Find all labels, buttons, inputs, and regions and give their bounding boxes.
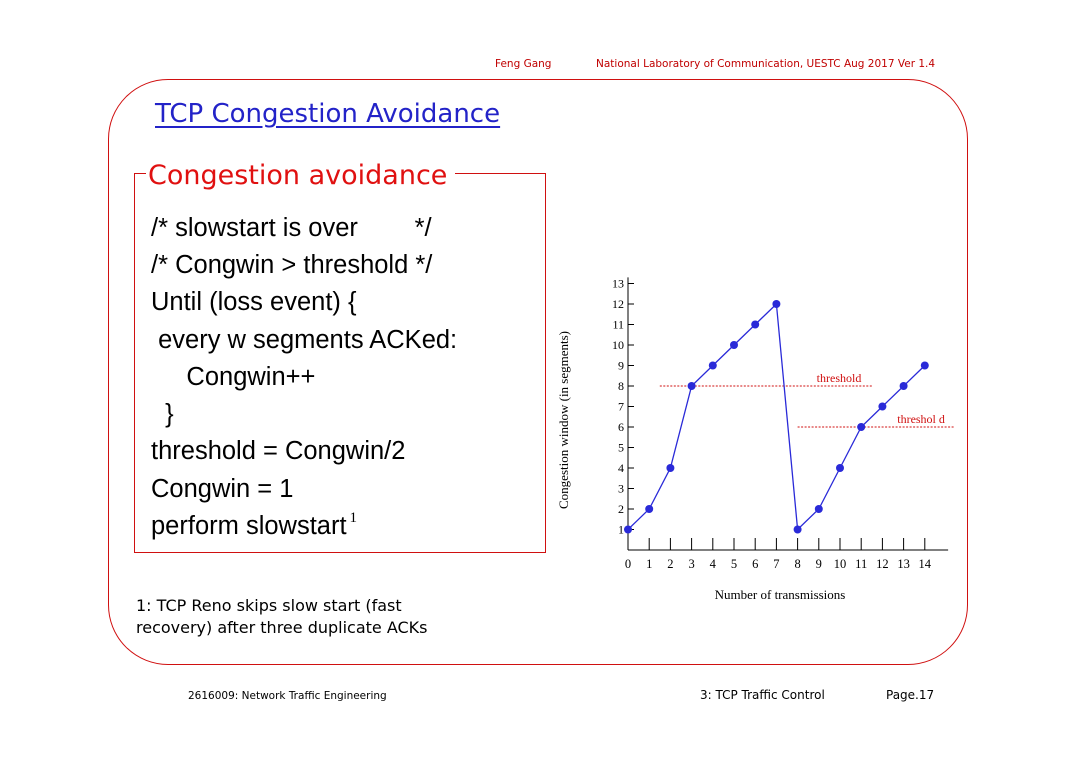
series-line — [627, 302, 926, 531]
data-point — [645, 505, 654, 513]
y-tick-label: 12 — [612, 297, 624, 311]
x-tick-label: 5 — [731, 557, 737, 571]
data-point — [772, 300, 781, 308]
x-tick-label: 14 — [919, 557, 932, 571]
chart-series — [624, 300, 929, 534]
x-tick-label: 6 — [752, 557, 758, 571]
footer-page: Page.17 — [886, 688, 935, 702]
y-tick-label: 1 — [618, 523, 624, 537]
data-point — [751, 320, 760, 329]
data-point — [666, 464, 675, 472]
data-point — [708, 361, 717, 370]
data-point — [814, 505, 823, 513]
y-tick-label: 5 — [618, 441, 624, 455]
x-tick-label: 4 — [710, 557, 717, 571]
data-point — [857, 423, 866, 431]
y-tick-label: 4 — [618, 461, 624, 475]
y-tick-label: 9 — [618, 359, 624, 373]
x-tick-label: 0 — [625, 557, 631, 571]
y-tick-label: 7 — [618, 400, 624, 414]
x-tick-label: 9 — [816, 557, 822, 571]
x-tick-label: 1 — [646, 557, 652, 571]
algorithm-box-title: Congestion avoidance — [146, 160, 456, 191]
header-author: Feng Gang — [495, 58, 552, 70]
footer-course: 2616009: Network Traffic Engineering — [188, 690, 387, 702]
y-tick-label: 6 — [618, 420, 624, 434]
threshold-label: threshol d — [897, 412, 945, 426]
code-line-4: every w segments ACKed: — [151, 326, 458, 354]
code-line-9-text: perform slowstart — [151, 512, 347, 540]
slide-title: TCP Congestion Avoidance — [155, 99, 501, 129]
data-point — [624, 525, 632, 534]
data-point — [687, 382, 696, 390]
x-tick-label: 11 — [855, 557, 867, 571]
chart-y-label: Congestion window (in segments) — [556, 331, 571, 509]
data-point — [793, 525, 802, 534]
footnote: 1: TCP Reno skips slow start (fast recov… — [136, 595, 428, 639]
chart-x-label: Number of transmissions — [715, 587, 846, 602]
data-point — [899, 382, 908, 390]
footer-chapter: 3: TCP Traffic Control — [700, 688, 825, 702]
chart-axes — [627, 277, 949, 551]
footnote-marker: 1 — [349, 510, 358, 526]
footnote-line-1: 1: TCP Reno skips slow start (fast — [136, 596, 402, 615]
x-tick-label: 2 — [667, 557, 673, 571]
data-point — [836, 464, 844, 472]
code-line-7: threshold = Congwin/2 — [151, 437, 406, 465]
x-tick-label: 8 — [794, 557, 800, 571]
data-point — [920, 361, 929, 370]
x-tick-label: 12 — [876, 557, 889, 571]
y-tick-label: 3 — [618, 482, 624, 496]
x-tick-label: 3 — [688, 557, 694, 571]
code-line-2: /* Congwin > threshold */ — [151, 251, 433, 279]
y-tick-label: 10 — [612, 338, 624, 352]
code-line-8: Congwin = 1 — [151, 475, 294, 503]
x-tick-label: 7 — [773, 557, 779, 571]
chart-thresholds: threshold threshol d — [659, 371, 955, 428]
data-point — [730, 341, 738, 349]
header-lab: National Laboratory of Communication, UE… — [596, 58, 936, 70]
y-tick-label: 2 — [618, 502, 624, 516]
footnote-line-2: recovery) after three duplicate ACKs — [136, 618, 428, 637]
threshold-label: threshold — [817, 371, 862, 385]
x-tick-label: 10 — [834, 557, 847, 571]
code-line-1: /* slowstart is over */ — [151, 214, 432, 242]
x-tick-label: 13 — [897, 557, 910, 571]
y-tick-label: 11 — [612, 318, 624, 332]
y-tick-label: 8 — [618, 379, 624, 393]
code-line-6: } — [151, 400, 174, 428]
code-line-3: Until (loss event) { — [151, 288, 357, 316]
code-line-5: Congwin++ — [151, 363, 316, 391]
data-point — [878, 402, 887, 411]
slide-frame — [108, 79, 968, 665]
code-line-9: perform slowstart 1 — [151, 511, 357, 540]
y-tick-label: 13 — [612, 277, 624, 291]
